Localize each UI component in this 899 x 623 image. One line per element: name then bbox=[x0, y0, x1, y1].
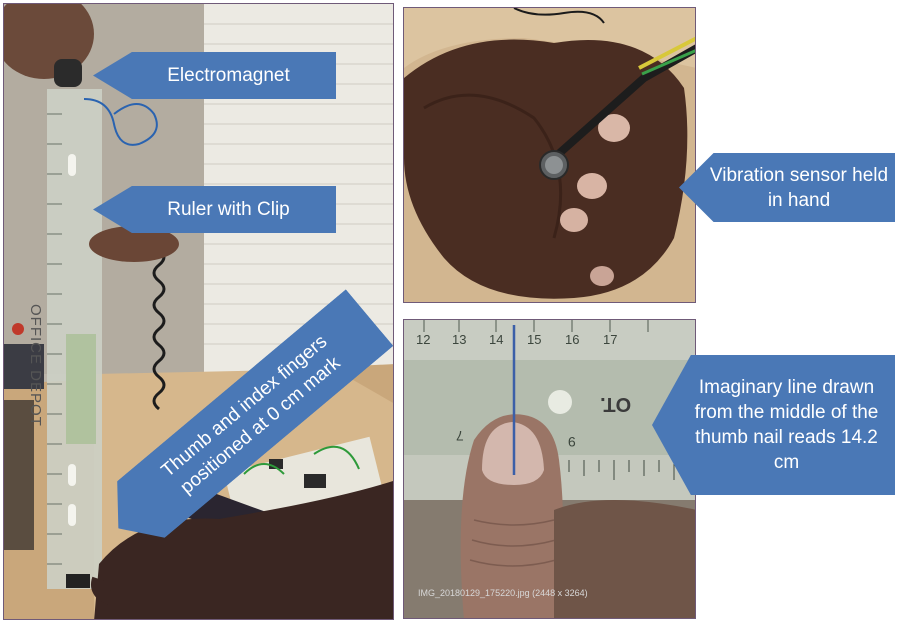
tick-16: 16 bbox=[565, 332, 580, 347]
tick-17: 17 bbox=[603, 332, 618, 347]
measurement-photo: 12 13 14 15 16 17 OT. 7 9 IMG_20180129_1… bbox=[403, 319, 696, 619]
ruler-clip-label: Ruler with Clip bbox=[167, 199, 290, 220]
ruler-brand-text: OFFICE DEPOT bbox=[27, 304, 44, 427]
tick-15: 15 bbox=[527, 332, 542, 347]
inch-7: 7 bbox=[456, 428, 464, 444]
ruler-tick-labels: 12 13 14 15 16 17 bbox=[404, 332, 695, 352]
vibration-sensor-photo bbox=[403, 7, 696, 303]
ruler-closeup-illustration bbox=[404, 320, 695, 618]
imaginary-line-label: Imaginary line drawn from the middle of … bbox=[694, 377, 879, 473]
tick-12: 12 bbox=[416, 332, 431, 347]
vibration-sensor-callout: Vibration sensor held in hand bbox=[679, 153, 895, 222]
tick-13: 13 bbox=[452, 332, 467, 347]
ruler-brand-closeup: OT. bbox=[600, 393, 632, 415]
tick-14: 14 bbox=[489, 332, 504, 347]
ruler-clip-callout: Ruler with Clip bbox=[93, 186, 336, 233]
electromagnet-callout: Electromagnet bbox=[93, 52, 336, 99]
imaginary-line-callout: Imaginary line drawn from the middle of … bbox=[652, 355, 895, 495]
vibration-sensor-label: Vibration sensor held in hand bbox=[709, 164, 889, 211]
inch-9: 9 bbox=[568, 434, 576, 450]
hand-sensor-illustration bbox=[404, 8, 695, 302]
photo-caption: IMG_20180129_175220.jpg (2448 x 3264) bbox=[418, 588, 588, 598]
electromagnet-label: Electromagnet bbox=[167, 65, 290, 86]
